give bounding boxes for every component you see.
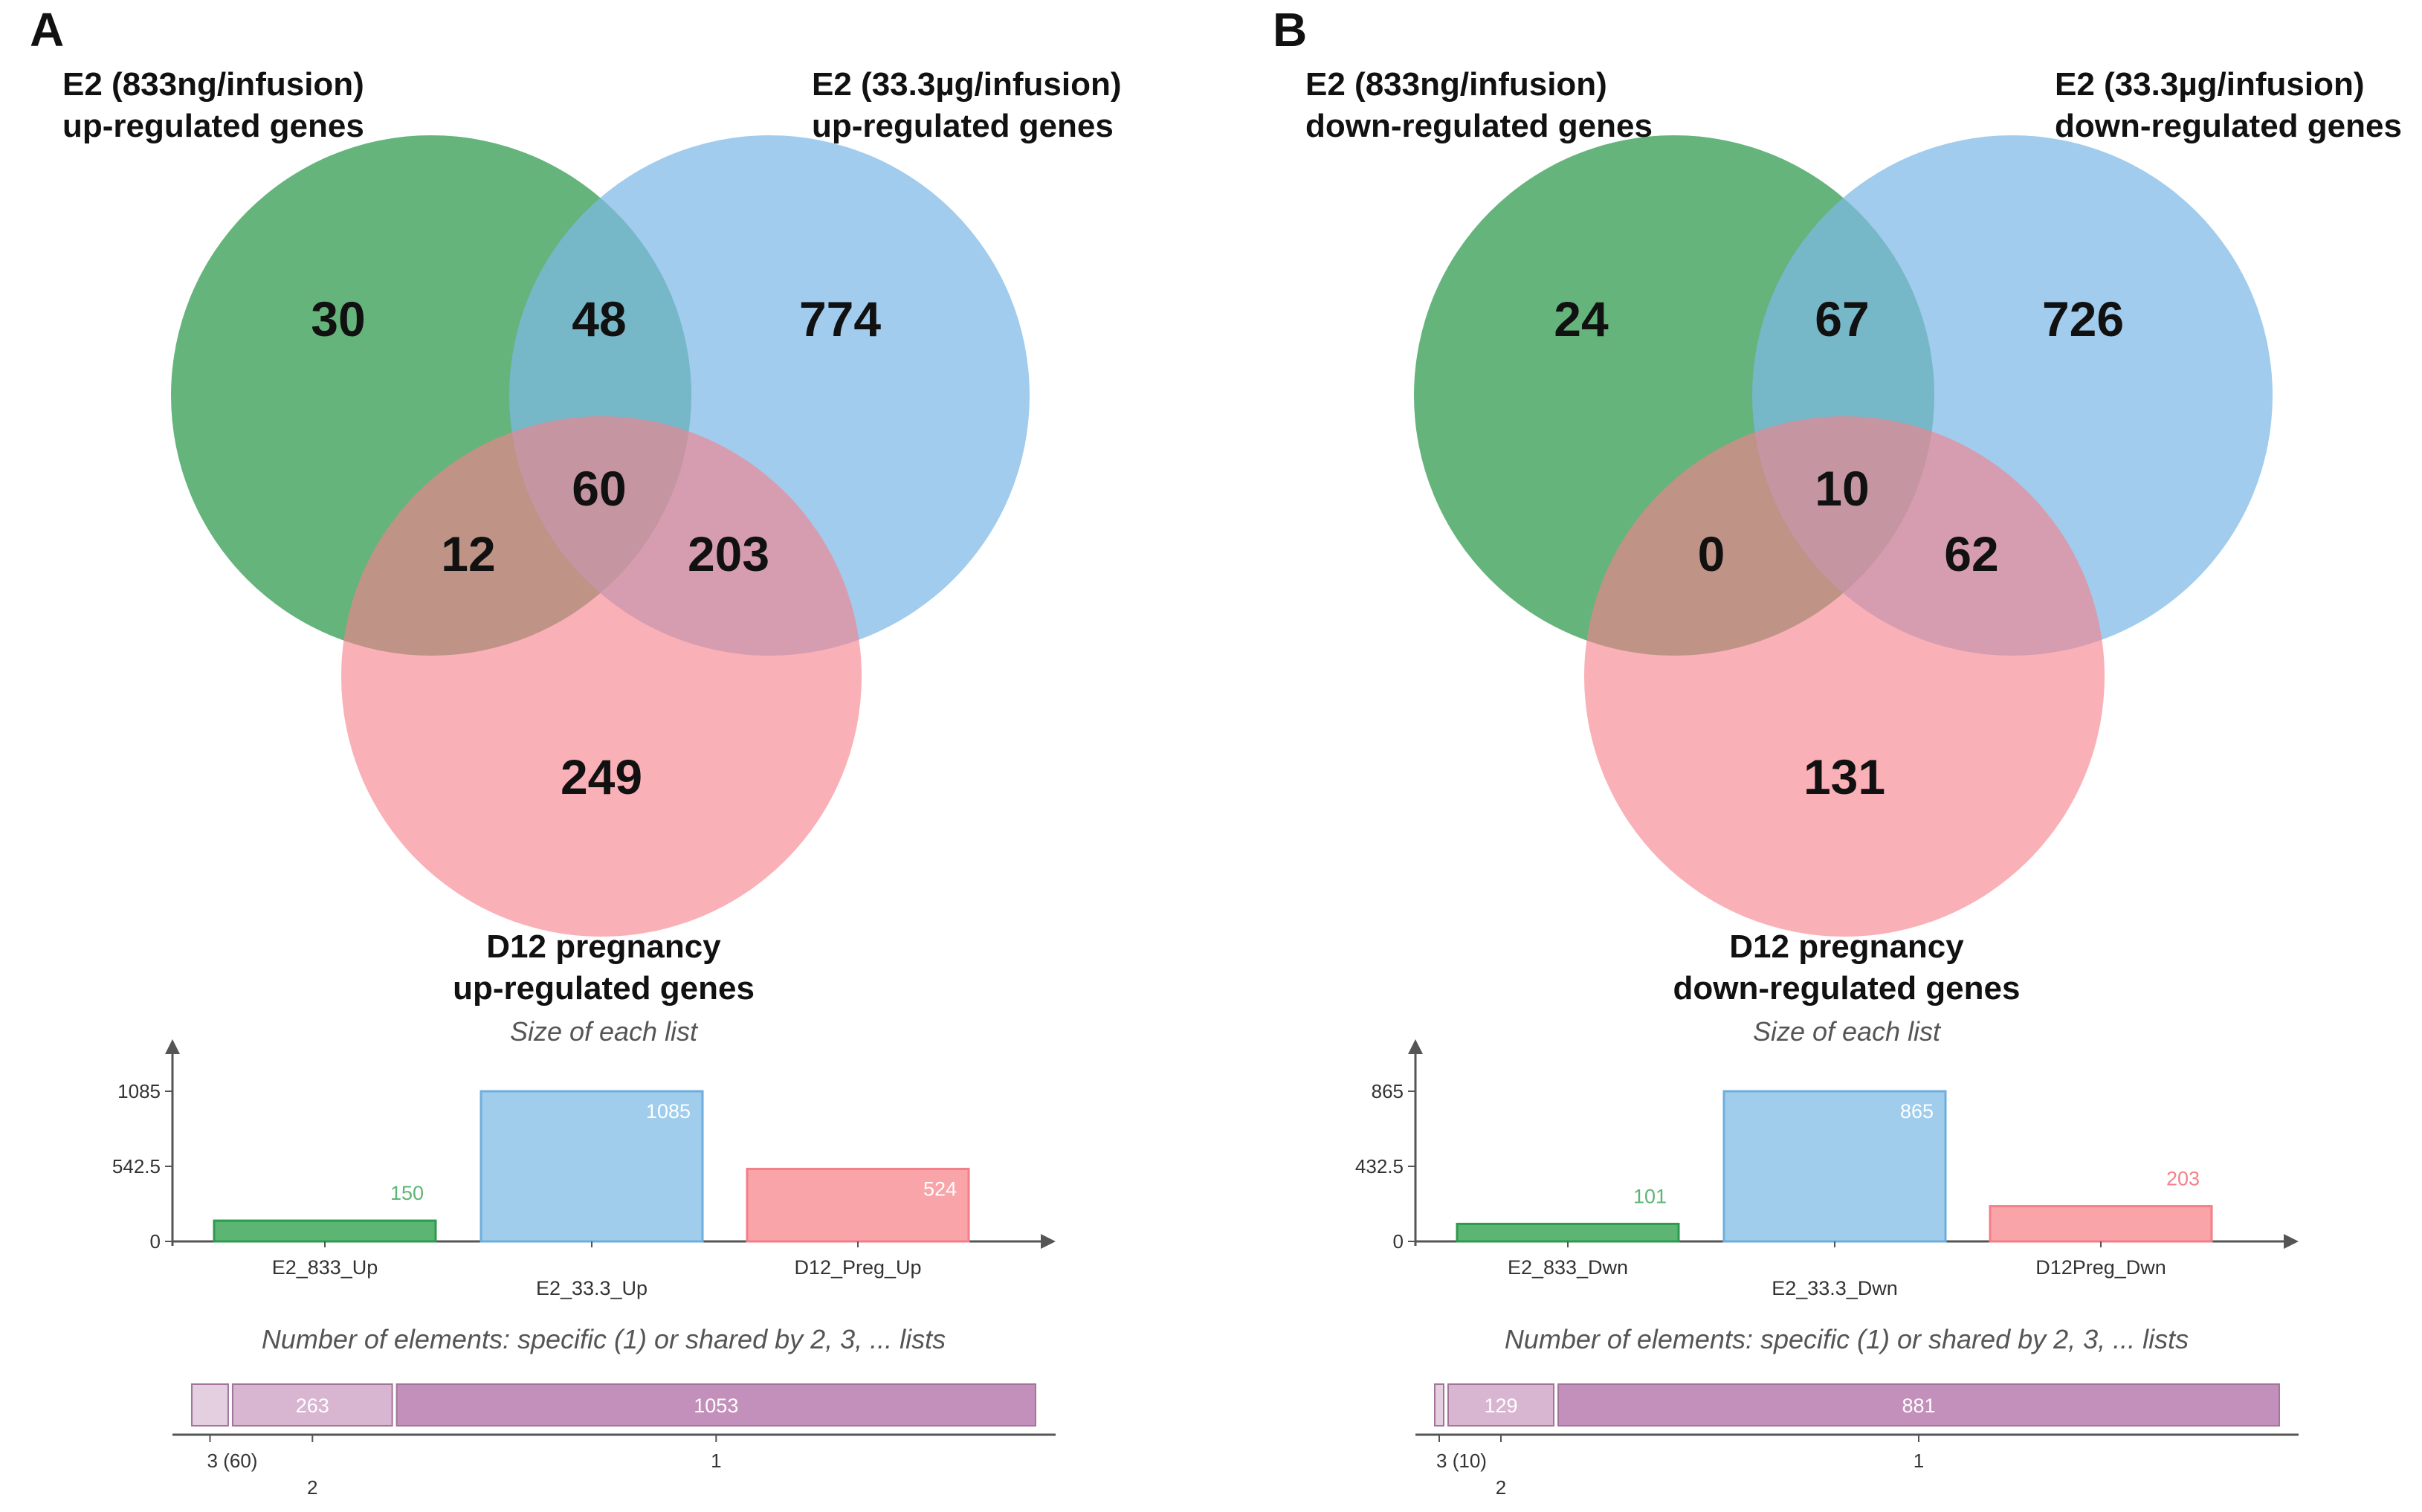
x-axis-arrow — [2284, 1234, 2299, 1249]
region-count-green-pink: 12 — [441, 526, 495, 581]
set-label-blue: E2 (33.3µg/infusion) — [812, 66, 1122, 103]
shared-segment-3 — [191, 1383, 229, 1427]
size-bar-value: 865 — [1900, 1100, 1934, 1122]
y-tick-label: 542.5 — [112, 1155, 161, 1177]
size-chart-title: Size of each list — [1753, 1016, 1942, 1047]
venn-circle-pink — [1584, 416, 2105, 937]
shared-tick-label-3: 3 (60) — [207, 1450, 258, 1472]
region-count-blue-only: 774 — [799, 291, 881, 346]
shared-tick-label-2: 2 — [307, 1476, 317, 1499]
set-label-blue: up-regulated genes — [812, 108, 1114, 144]
region-count-green-only: 24 — [1554, 291, 1609, 346]
y-axis-arrow — [1408, 1039, 1423, 1054]
panel-letter: B — [1273, 3, 1307, 56]
size-bar-category: D12Preg_Dwn — [2035, 1256, 2166, 1279]
y-tick-label: 865 — [1372, 1080, 1404, 1102]
region-count-green-pink: 0 — [1698, 526, 1725, 581]
shared-segment-3 — [1434, 1383, 1444, 1427]
size-bar-category: D12_Preg_Up — [794, 1256, 921, 1279]
size-bar-value: 101 — [1633, 1185, 1667, 1207]
set-label-green: E2 (833ng/infusion) — [1305, 66, 1607, 103]
size-bar-category: E2_833_Dwn — [1508, 1256, 1628, 1279]
set-label-green: E2 (833ng/infusion) — [62, 66, 364, 103]
shared-chart-title: Number of elements: specific (1) or shar… — [1505, 1324, 2189, 1354]
region-count-all-three: 10 — [1815, 461, 1869, 516]
set-label-blue: E2 (33.3µg/infusion) — [2055, 66, 2365, 103]
shared-segment-value: 129 — [1484, 1395, 1517, 1417]
region-count-blue-pink: 203 — [688, 526, 769, 581]
size-bar-value: 524 — [923, 1177, 957, 1200]
size-bar-2 — [479, 1090, 704, 1243]
region-count-pink-only: 249 — [561, 749, 642, 804]
size-bar-value: 203 — [2166, 1168, 2200, 1190]
y-tick-label: 0 — [1393, 1230, 1404, 1253]
size-bar-3 — [746, 1167, 970, 1243]
shared-segment-1 — [1557, 1383, 2280, 1427]
size-bar-1 — [1456, 1222, 1680, 1243]
set-label-pink: up-regulated genes — [453, 970, 755, 1007]
panel-b: B E2 (833ng/infusion) down-regulated genes… — [1273, 3, 2402, 1499]
shared-segment-value: 263 — [296, 1395, 329, 1417]
size-chart-title: Size of each list — [510, 1016, 699, 1047]
size-bar-value: 1085 — [646, 1100, 691, 1122]
size-bar-category: E2_33.3_Up — [536, 1277, 648, 1299]
set-label-blue: down-regulated genes — [2055, 108, 2402, 144]
size-bar-value: 150 — [390, 1182, 424, 1204]
region-count-all-three: 60 — [572, 461, 626, 516]
size-bar-category: E2_33.3_Dwn — [1772, 1277, 1898, 1299]
region-count-green-blue: 67 — [1815, 291, 1869, 346]
y-axis-arrow — [165, 1039, 180, 1054]
shared-segment-value: 1053 — [694, 1395, 738, 1417]
size-bar-3 — [1989, 1205, 2213, 1243]
x-axis-arrow — [1041, 1234, 1056, 1249]
shared-segment-value: 881 — [1902, 1395, 1935, 1417]
shared-tick-label-3: 3 (10) — [1436, 1450, 1487, 1472]
shared-segment-2 — [1447, 1383, 1555, 1427]
shared-segment-2 — [231, 1383, 393, 1427]
shared-tick-label-1: 1 — [711, 1450, 721, 1472]
region-count-pink-only: 131 — [1803, 749, 1885, 804]
panel-letter: A — [30, 3, 64, 56]
shared-tick-label-2: 2 — [1496, 1476, 1506, 1499]
venn-circle-pink — [341, 416, 862, 937]
shared-segment-1 — [395, 1383, 1036, 1427]
set-label-green: down-regulated genes — [1305, 108, 1653, 144]
size-bar-1 — [213, 1219, 437, 1243]
set-label-green: up-regulated genes — [62, 108, 364, 144]
size-bar-2 — [1722, 1090, 1947, 1243]
shared-tick-label-1: 1 — [1914, 1450, 1924, 1472]
set-label-pink: down-regulated genes — [1673, 970, 2021, 1007]
y-tick-label: 432.5 — [1355, 1155, 1404, 1177]
region-count-green-blue: 48 — [572, 291, 626, 346]
region-count-blue-only: 726 — [2042, 291, 2124, 346]
shared-chart-title: Number of elements: specific (1) or shar… — [262, 1324, 946, 1354]
y-tick-label: 0 — [150, 1230, 161, 1253]
size-bar-category: E2_833_Up — [272, 1256, 378, 1279]
region-count-green-only: 30 — [311, 291, 365, 346]
y-tick-label: 1085 — [117, 1080, 161, 1102]
panel-a: A E2 (833ng/infusion) up-regulated genes E2… — [30, 3, 1122, 1499]
region-count-blue-pink: 62 — [1944, 526, 1998, 581]
